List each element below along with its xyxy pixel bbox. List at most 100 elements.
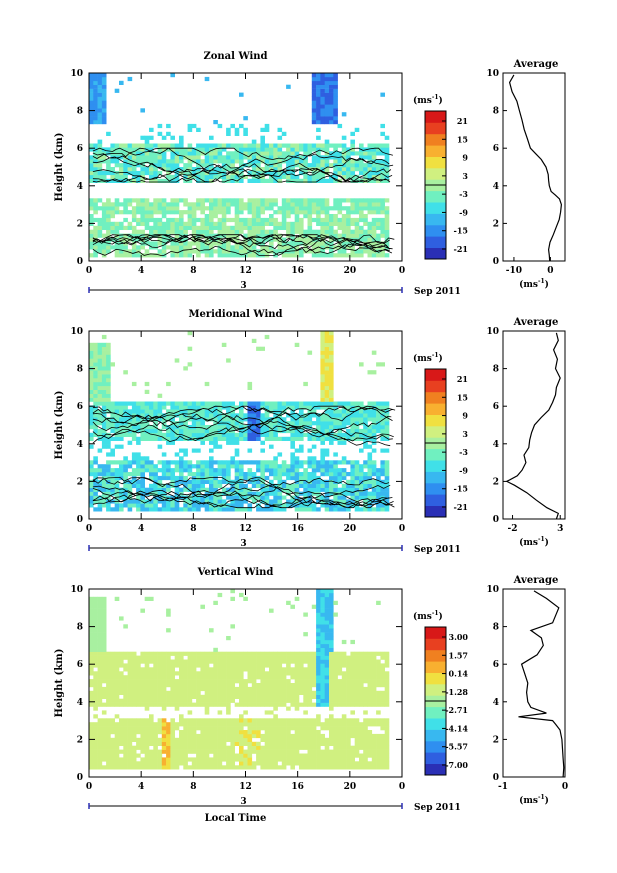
heatmap-cell xyxy=(269,722,274,727)
heatmap-cell xyxy=(97,753,103,758)
heatmap-cell xyxy=(101,401,107,406)
heatmap-cell xyxy=(221,147,227,152)
heatmap-cell xyxy=(149,127,154,132)
heatmap-cell xyxy=(346,487,351,492)
heatmap-cell xyxy=(153,741,158,746)
heatmap-cell xyxy=(93,432,98,437)
average-line xyxy=(505,332,561,520)
heatmap-cell xyxy=(114,409,120,414)
heatmap-cell xyxy=(209,690,214,695)
heatmap-cell xyxy=(243,233,248,238)
heatmap-cell xyxy=(303,745,308,750)
heatmap-cell xyxy=(299,686,304,692)
heatmap-cell xyxy=(89,120,94,125)
heatmap-cell xyxy=(213,679,218,684)
heatmap-cell xyxy=(273,475,278,481)
heatmap-cell xyxy=(136,718,141,723)
heatmap-cell xyxy=(359,479,364,484)
heatmap-cell xyxy=(324,413,330,418)
heatmap-cell xyxy=(174,147,180,152)
heatmap-cell xyxy=(316,163,321,168)
heatmap-cell xyxy=(196,417,201,422)
heatmap-cell xyxy=(269,155,274,160)
heatmap-cell xyxy=(213,722,218,727)
heatmap-cell xyxy=(316,487,321,492)
heatmap-cell xyxy=(191,495,197,500)
heatmap-cell xyxy=(359,214,364,219)
heatmap-cell xyxy=(320,421,325,426)
heatmap-cell xyxy=(101,354,107,359)
heatmap-cell xyxy=(281,253,287,258)
heatmap-cell xyxy=(341,503,347,508)
heatmap-cell xyxy=(213,214,218,219)
heatmap-cell xyxy=(187,167,193,172)
heatmap-cell xyxy=(264,401,270,406)
heatmap-cell xyxy=(239,472,244,477)
heatmap-cell xyxy=(196,753,201,758)
heatmap-cell xyxy=(179,753,184,758)
heatmap-cell xyxy=(243,417,248,422)
heatmap-cell xyxy=(251,472,257,477)
heatmap-cell xyxy=(269,757,274,762)
heatmap-cell xyxy=(367,163,373,168)
heatmap-cell xyxy=(119,616,124,621)
heatmap-cell xyxy=(269,675,274,680)
heatmap-cell xyxy=(101,88,107,93)
heatmap-cell xyxy=(101,436,107,441)
heatmap-cell xyxy=(384,159,390,164)
heatmap-cell xyxy=(311,202,317,207)
average-x-tick-label: 0 xyxy=(547,266,553,276)
heatmap-cell xyxy=(380,233,385,238)
heatmap-cell xyxy=(174,401,180,406)
heatmap-cell xyxy=(277,749,283,754)
heatmap-cell xyxy=(337,245,343,250)
heatmap-cell xyxy=(217,432,223,437)
heatmap-cell xyxy=(127,221,133,226)
heatmap-cell xyxy=(106,198,111,203)
heatmap-cell xyxy=(174,741,180,746)
heatmap-cell xyxy=(191,170,197,176)
heatmap-cell xyxy=(110,214,115,219)
heatmap-cell xyxy=(307,753,313,758)
heatmap-cell xyxy=(187,147,193,152)
heatmap-cell xyxy=(161,655,167,660)
heatmap-cell xyxy=(149,722,154,727)
heatmap-cell xyxy=(101,393,107,398)
heatmap-cell xyxy=(196,479,201,484)
heatmap-cell xyxy=(213,440,218,445)
heatmap-cell xyxy=(269,401,274,406)
heatmap-cell xyxy=(101,604,107,609)
heatmap-cell xyxy=(337,475,343,481)
heatmap-cell xyxy=(217,143,223,148)
heatmap-cell xyxy=(89,722,94,727)
heatmap-cell xyxy=(93,170,98,176)
heatmap-cell xyxy=(329,491,334,496)
heatmap-cell xyxy=(221,143,227,148)
heatmap-cell xyxy=(131,432,137,437)
heatmap-cell xyxy=(93,690,98,695)
heatmap-cell xyxy=(170,421,175,426)
heatmap-cell xyxy=(354,417,360,422)
heatmap-cell xyxy=(196,163,201,168)
heatmap-cell xyxy=(384,198,390,203)
heatmap-cell xyxy=(97,401,103,406)
heatmap-cell xyxy=(101,753,107,758)
heatmap-cell xyxy=(97,761,103,766)
heatmap-cell xyxy=(204,155,210,160)
heatmap-cell xyxy=(329,425,334,430)
heatmap-cell xyxy=(157,123,163,129)
heatmap-cell xyxy=(110,745,115,750)
heatmap-cell xyxy=(329,178,334,183)
heatmap-cell xyxy=(290,468,295,473)
heatmap-cell xyxy=(239,714,244,719)
heatmap-cell xyxy=(273,456,278,461)
heatmap-cell xyxy=(127,155,133,160)
heatmap-cell xyxy=(341,206,347,211)
heatmap-cell xyxy=(329,483,334,488)
heatmap-cell xyxy=(316,92,321,97)
heatmap-cell xyxy=(371,151,377,156)
heatmap-cell xyxy=(140,428,145,434)
heatmap-cell xyxy=(89,405,94,410)
heatmap-cell xyxy=(101,217,107,223)
heatmap-cell xyxy=(153,401,158,406)
